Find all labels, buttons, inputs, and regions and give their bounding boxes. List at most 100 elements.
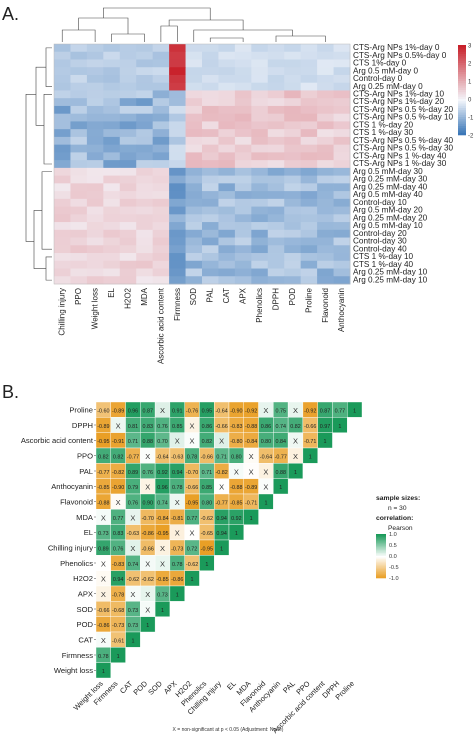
heatmap-cell: [86, 113, 104, 122]
heatmap-cell: [333, 167, 351, 177]
row-label: Anthocyanin: [51, 482, 93, 491]
dendrogram-branch: [275, 35, 326, 42]
correlation-value: 0.90: [142, 500, 153, 506]
correlation-value: 0.78: [187, 454, 198, 460]
legend-tick: 0: [468, 98, 472, 104]
correlation-value: 1: [205, 562, 208, 568]
dendrogram-branch: [45, 47, 52, 87]
heatmap-cell: [284, 152, 302, 161]
heatmap-cell: [218, 136, 236, 146]
heatmap-cell: [54, 183, 71, 192]
column-label: SOD: [189, 288, 198, 306]
heatmap-cell: [136, 136, 154, 146]
correlation-value: 0.73: [98, 531, 109, 537]
heatmap-cell: [284, 44, 302, 53]
heatmap-cell: [202, 113, 219, 122]
heatmap-cell: [300, 237, 318, 246]
correlation-value: 0.89: [98, 546, 109, 552]
heatmap-cell: [218, 276, 236, 285]
correlation-value: X: [145, 452, 150, 461]
dendrogram-branch: [43, 94, 52, 165]
heatmap-cell: [86, 90, 104, 99]
correlation-cell: [214, 539, 230, 556]
heatmap-cell: [218, 191, 236, 200]
heatmap-cell: [333, 183, 351, 192]
heatmap-cell: [70, 160, 88, 169]
row-label: Proline: [69, 405, 93, 414]
heatmap-cell: [169, 74, 186, 84]
heatmap-cell: [136, 98, 154, 107]
correlation-value: 0.87: [320, 408, 331, 414]
legend-swatch: [458, 63, 466, 66]
heatmap-cell: [284, 144, 302, 153]
correlation-value: X: [293, 437, 298, 446]
correlation-value: X: [249, 452, 254, 461]
heatmap-cell: [267, 206, 285, 215]
heatmap-cell: [119, 113, 137, 122]
heatmap-cell: [202, 44, 219, 53]
heatmap-cell: [54, 214, 71, 223]
legend-title: sample sizes:: [376, 495, 420, 502]
heatmap-cell: [267, 253, 285, 262]
panel-b-correlogram: -0.60 -0.89 0.96 0.87 X 0.91 -0.76 0.95 -0.64 -0.…: [21, 401, 420, 735]
correlation-value: -0.60: [97, 408, 109, 414]
heatmap-cell: [234, 152, 252, 161]
heatmap-cell: [169, 183, 186, 192]
heatmap-cell: [103, 113, 121, 122]
legend-tick: 1: [468, 80, 472, 86]
heatmap-cell: [300, 198, 318, 207]
heatmap-cell: [119, 152, 137, 161]
heatmap-cell: [300, 144, 318, 153]
correlation-value: 1: [309, 454, 312, 460]
heatmap-cell: [284, 129, 302, 138]
heatmap-cell: [300, 74, 318, 84]
heatmap-cell: [86, 260, 104, 269]
heatmap-cell: [152, 105, 170, 115]
heatmap-cell: [103, 245, 121, 254]
heatmap-cell: [185, 152, 203, 161]
correlation-value: 0.78: [98, 654, 109, 660]
heatmap-cell: [169, 144, 186, 153]
heatmap-cell: [251, 105, 269, 115]
heatmap-cell: [54, 222, 71, 231]
heatmap-cell: [202, 59, 219, 68]
correlation-value: 0.80: [202, 500, 213, 506]
legend-tick: -0.5: [389, 565, 399, 571]
heatmap-cell: [119, 191, 137, 200]
heatmap-cell: [267, 113, 285, 122]
heatmap-cell: [333, 82, 351, 91]
heatmap-cell: [218, 82, 236, 91]
heatmap-cell: [136, 206, 154, 215]
legend-swatch: [458, 60, 466, 64]
legend-swatch: [376, 544, 386, 547]
correlation-value: -0.95: [97, 439, 109, 445]
correlation-value: 0.86: [261, 424, 272, 430]
heatmap-cell: [103, 129, 121, 138]
heatmap-cell: [103, 160, 121, 169]
correlation-value: X: [130, 513, 135, 522]
heatmap-cell: [103, 105, 121, 115]
heatmap-cell: [169, 167, 186, 177]
heatmap-cell: [136, 59, 154, 68]
correlation-value: X: [145, 559, 150, 568]
correlation-value: -0.95: [156, 531, 168, 537]
heatmap-cell: [169, 129, 186, 138]
heatmap-cell: [202, 222, 219, 231]
heatmap-cell: [300, 167, 318, 177]
heatmap-cell: [152, 98, 170, 107]
heatmap-cell: [300, 206, 318, 215]
heatmap-cell: [218, 67, 236, 76]
heatmap-cell: [284, 175, 302, 184]
heatmap-cell: [300, 268, 318, 277]
correlation-cell: [287, 463, 304, 479]
heatmap-cell: [317, 144, 334, 153]
legend-swatch: [458, 54, 466, 57]
correlation-value: 0.94: [113, 577, 124, 583]
heatmap-cell: [333, 253, 351, 262]
heatmap-cell: [103, 82, 121, 91]
heatmap-cell: [86, 152, 104, 161]
legend-swatch: [458, 128, 466, 131]
correlation-value: -0.66: [142, 546, 154, 552]
legend-swatch: [458, 132, 466, 136]
legend-swatch: [376, 557, 386, 560]
